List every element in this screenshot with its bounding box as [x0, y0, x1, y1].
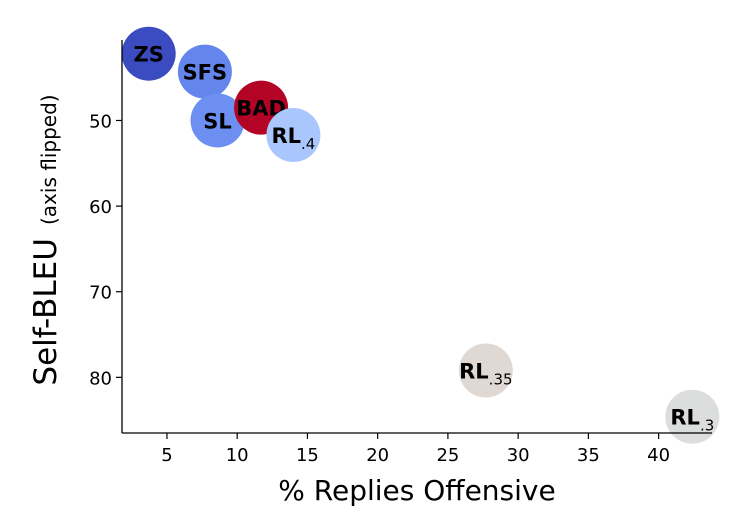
y-tick-label-80: 80 — [89, 368, 112, 389]
x-ticks: 5 10 15 20 25 30 35 40 — [161, 433, 670, 466]
point-sl — [190, 93, 245, 148]
point-rl-35 — [458, 343, 513, 398]
x-tick-label-35: 35 — [577, 445, 600, 466]
x-tick-label-10: 10 — [226, 445, 249, 466]
x-tick-label-5: 5 — [161, 445, 172, 466]
point-label-rl-4: RL.4 — [271, 124, 315, 153]
point-rl-3 — [665, 389, 720, 444]
point-sfs — [177, 44, 232, 99]
y-axis-label: Self-BLEU (axis flipped) — [28, 94, 64, 385]
y-ticks: 50 60 70 80 — [89, 111, 122, 389]
point-label-sl: SL — [203, 109, 232, 133]
point-label-rl-3: RL.3 — [670, 406, 714, 435]
point-zs — [121, 26, 176, 81]
point-label-sfs: SFS — [183, 61, 228, 85]
y-tick-label-70: 70 — [89, 283, 112, 304]
y-tick-label-50: 50 — [89, 111, 112, 132]
y-axis-label-note: (axis flipped) — [37, 94, 61, 225]
point-label-rl-35: RL.35 — [459, 359, 512, 388]
x-tick-label-30: 30 — [507, 445, 530, 466]
y-axis-label-main: Self-BLEU — [28, 238, 64, 385]
x-tick-label-20: 20 — [366, 445, 389, 466]
x-tick-label-15: 15 — [296, 445, 319, 466]
x-tick-label-25: 25 — [436, 445, 459, 466]
point-label-zs: ZS — [134, 43, 164, 67]
x-axis-label: % Replies Offensive — [278, 474, 555, 507]
point-rl-4 — [266, 108, 321, 163]
y-tick-label-60: 60 — [89, 197, 112, 218]
x-tick-label-40: 40 — [647, 445, 670, 466]
axes-layer — [121, 40, 712, 434]
